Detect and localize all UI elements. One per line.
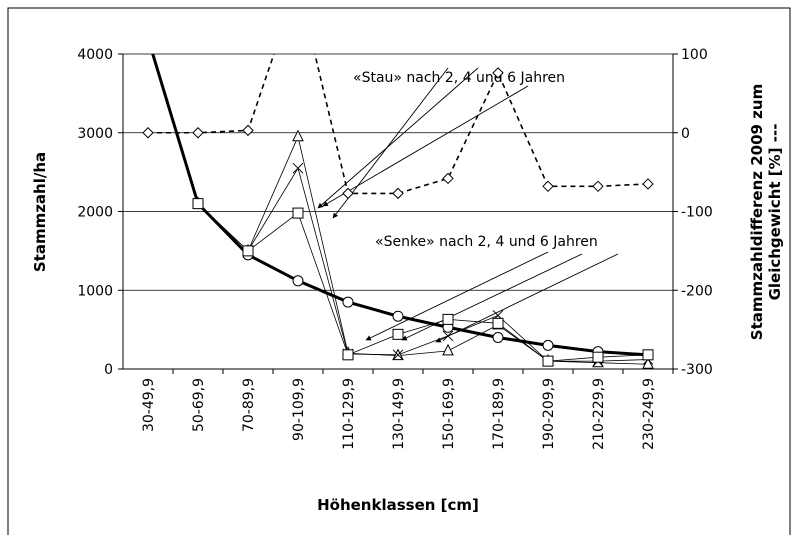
annotation: «Senke» nach 2, 4 und 6 Jahren [375, 234, 598, 250]
plot-area [142, 33, 654, 369]
x-tick-label: 170-189,9 [491, 378, 507, 450]
marker [292, 207, 304, 219]
marker [592, 180, 604, 193]
marker [392, 187, 404, 200]
marker [442, 313, 454, 325]
arrow [317, 67, 479, 209]
marker [542, 339, 554, 351]
x-tick-label: 90-109,9 [291, 378, 307, 441]
marker [192, 198, 204, 210]
y-tick-label: 1000 [77, 283, 113, 299]
x-tick-label: 230-249,9 [641, 378, 657, 450]
marker [392, 349, 404, 361]
x-tick-label: 190-209,9 [541, 378, 557, 450]
annotation: «Stau» nach 2, 4 und 6 Jahren [353, 70, 565, 86]
marker [242, 245, 254, 257]
y-tick-label: 3000 [77, 126, 113, 142]
marker [242, 124, 254, 137]
marker [492, 332, 504, 343]
marker [442, 343, 454, 356]
marker [542, 355, 554, 367]
y-tick-label: 4000 [77, 47, 113, 63]
series-line [148, 54, 649, 195]
marker [292, 275, 304, 287]
marker [642, 349, 654, 361]
marker [342, 187, 354, 200]
marker [292, 129, 304, 142]
arrow [435, 253, 619, 343]
x-tick-label: 110-129,9 [341, 378, 357, 450]
marker [392, 310, 404, 322]
x-tick-label: 150-169,9 [441, 378, 457, 450]
y2-axis-title: Gleichgewicht [%] --- [766, 124, 784, 301]
y2-tick-label: -200 [681, 283, 713, 299]
x-tick-label: 50-69,9 [191, 378, 207, 432]
arrow [322, 85, 529, 207]
y2-tick-label: -300 [681, 362, 713, 378]
annotation-arrows [317, 67, 619, 343]
marker [592, 351, 604, 363]
marker [492, 317, 504, 329]
x-tick-label: 130-149,9 [391, 378, 407, 450]
arrow [365, 251, 549, 341]
marker [642, 178, 654, 190]
marker [143, 33, 153, 43]
y-tick-label: 0 [104, 362, 113, 378]
marker [192, 127, 204, 139]
y2-tick-label: 100 [681, 47, 708, 63]
marker [392, 328, 404, 340]
arrow [401, 253, 583, 341]
marker [292, 162, 304, 174]
series-line [197, 203, 649, 362]
marker [542, 180, 554, 193]
marker [642, 357, 654, 369]
x-tick-label: 210-229,9 [591, 378, 607, 450]
marker [492, 67, 504, 79]
frame [7, 7, 791, 539]
x-axis-title: Höhenklassen [cm] [317, 496, 479, 514]
x-tick-label: 70-89,9 [241, 378, 257, 432]
marker [442, 330, 454, 342]
y-tick-label: 2000 [77, 205, 113, 221]
y2-tick-label: -100 [681, 205, 713, 221]
marker [142, 127, 154, 139]
y2-tick-label: 0 [681, 126, 690, 142]
marker [342, 349, 354, 361]
series-line [197, 167, 649, 362]
x-tick-label: 30-49,9 [141, 378, 157, 432]
series-line [197, 135, 649, 365]
y2-axis-title: Stammzahldifferenz 2009 zum [748, 84, 766, 340]
marker [442, 172, 454, 185]
y-axis-title: Stammzahl/ha [31, 152, 49, 272]
marker [342, 296, 354, 308]
